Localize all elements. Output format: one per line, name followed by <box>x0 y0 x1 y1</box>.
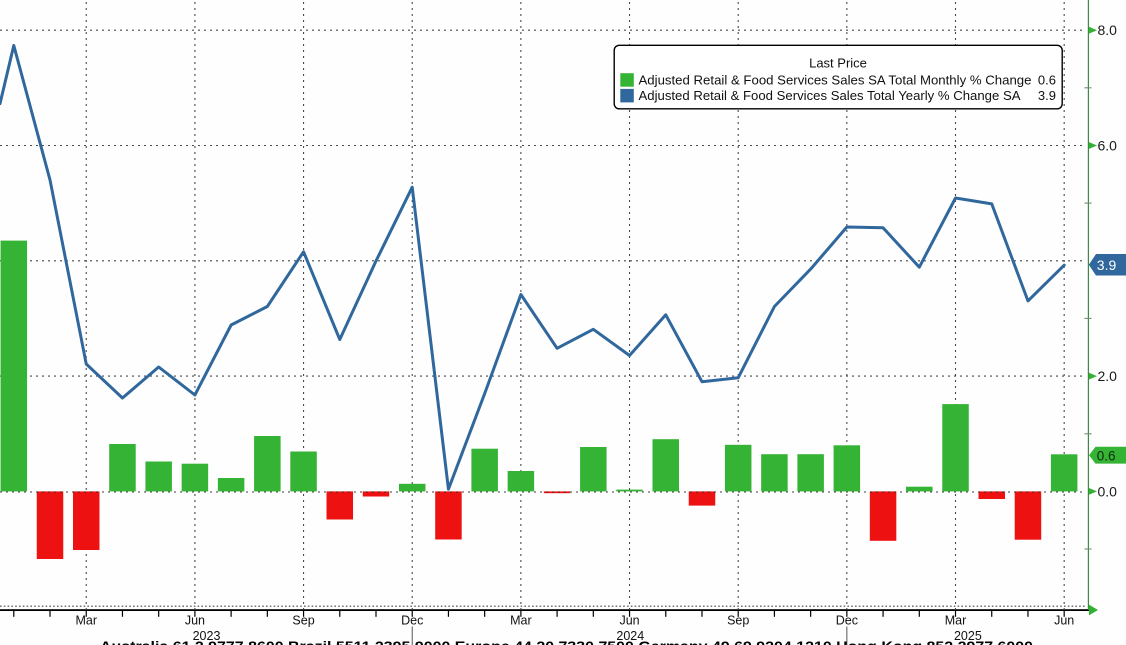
svg-text:2025: 2025 <box>954 629 982 643</box>
svg-text:6.0: 6.0 <box>1098 138 1118 154</box>
svg-text:Mar: Mar <box>510 614 532 628</box>
svg-text:8.0: 8.0 <box>1098 22 1118 38</box>
svg-text:Jun: Jun <box>619 614 639 628</box>
svg-text:Mar: Mar <box>75 614 97 628</box>
svg-text:0.6: 0.6 <box>1038 72 1056 87</box>
svg-text:2023: 2023 <box>193 629 221 643</box>
svg-text:Dec: Dec <box>836 614 858 628</box>
svg-text:Adjusted Retail & Food Service: Adjusted Retail & Food Services Sales SA… <box>639 72 1032 87</box>
svg-text:Last Price: Last Price <box>809 56 867 71</box>
svg-text:Sep: Sep <box>727 614 749 628</box>
svg-text:Mar: Mar <box>945 614 967 628</box>
svg-text:2.0: 2.0 <box>1098 368 1118 384</box>
svg-text:2024: 2024 <box>616 629 644 643</box>
svg-text:3.9: 3.9 <box>1097 257 1117 273</box>
svg-text:0.0: 0.0 <box>1098 483 1118 499</box>
svg-text:Adjusted Retail & Food Service: Adjusted Retail & Food Services Sales To… <box>639 88 1021 103</box>
svg-text:0.6: 0.6 <box>1097 448 1116 463</box>
svg-text:Australia 61 2 9777 8600 Brazi: Australia 61 2 9777 8600 Brazil 5511 239… <box>100 639 1033 645</box>
svg-text:Sep: Sep <box>292 614 314 628</box>
svg-text:Jun: Jun <box>185 614 205 628</box>
svg-text:Jun: Jun <box>1054 614 1074 628</box>
svg-text:3.9: 3.9 <box>1038 88 1056 103</box>
svg-text:Dec: Dec <box>401 614 423 628</box>
